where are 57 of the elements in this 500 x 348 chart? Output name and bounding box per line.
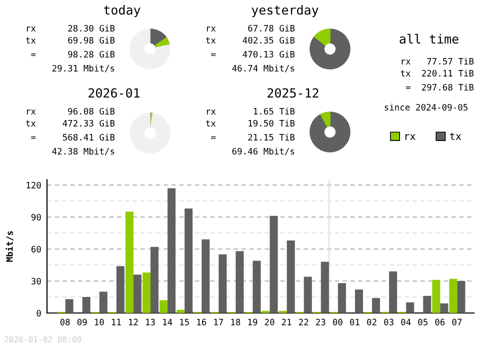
x-tick-label: 01 <box>350 318 360 326</box>
text: 69.46 Mbit/s <box>232 148 294 156</box>
text: rx 1.65 TiB <box>206 108 295 115</box>
y-tick-label: 0 <box>36 310 41 316</box>
x-tick-label: 09 <box>77 318 87 326</box>
x-tick-label: 06 <box>435 318 445 326</box>
x-tick-label: 18 <box>231 318 240 326</box>
text: since 2024-09-05 <box>384 104 468 111</box>
text: = 98.28 GiB <box>31 50 115 58</box>
text: rx 96.08 GiB <box>26 108 115 115</box>
text: tx 472.33 GiB <box>26 120 115 127</box>
y-axis-title: Mbit/s <box>6 231 14 262</box>
x-tick-label: 07 <box>452 318 462 326</box>
text: rx 28.30 GiB <box>26 24 115 32</box>
x-tick-label: 04 <box>401 318 411 326</box>
legend-label: tx <box>450 132 462 140</box>
text: tx 69.98 GiB <box>26 36 115 44</box>
text: rx 77.57 TiB <box>402 58 474 65</box>
y-tick-label: 60 <box>31 246 41 252</box>
y-tick-label: 30 <box>31 278 41 284</box>
text: 29.31 Mbit/s <box>52 64 114 72</box>
text: = 568.41 GiB <box>31 134 115 141</box>
x-tick-label: 08 <box>60 318 70 326</box>
x-tick-label: 22 <box>298 318 308 326</box>
x-tick-label: 05 <box>418 318 428 326</box>
x-tick-label: 02 <box>367 318 376 326</box>
x-tick-label: 14 <box>163 318 172 326</box>
text: all time <box>400 34 458 44</box>
chart-title: yesterday <box>252 4 318 18</box>
chart-title: 2025-12 <box>268 88 318 98</box>
x-tick-label: 12 <box>129 318 138 326</box>
legend-label: rx <box>405 134 416 140</box>
chart-title: today <box>104 4 140 18</box>
text: 46.74 Mbit/s <box>232 64 294 72</box>
y-tick-label: 90 <box>31 214 41 220</box>
x-tick-label: 11 <box>112 318 121 326</box>
x-tick-label: 19 <box>248 318 258 326</box>
text: tx 402.35 GiB <box>206 36 295 44</box>
text: tx 19.50 TiB <box>206 120 295 127</box>
y-tick-label: 120 <box>26 182 41 188</box>
x-tick-label: 17 <box>214 318 224 326</box>
x-tick-label: 15 <box>180 318 189 326</box>
chart-title: 2026-01 <box>88 88 140 98</box>
x-tick-label: 03 <box>384 318 394 326</box>
text: = 21.15 TiB <box>211 134 295 141</box>
x-tick-label: 20 <box>264 318 274 326</box>
text: rx 67.78 GiB <box>206 24 295 32</box>
x-tick-label: 21 <box>282 318 292 326</box>
text: = 297.68 TiB <box>406 84 474 91</box>
text: 42.38 Mbit/s <box>52 148 114 156</box>
text: tx 220.11 TiB <box>400 70 474 77</box>
x-tick-label: 13 <box>146 318 155 326</box>
x-tick-label: 16 <box>197 318 206 326</box>
x-tick-label: 23 <box>316 318 326 326</box>
text: = 470.13 GiB <box>211 50 295 58</box>
x-tick-label: 00 <box>332 318 342 326</box>
x-tick-label: 10 <box>94 318 104 326</box>
